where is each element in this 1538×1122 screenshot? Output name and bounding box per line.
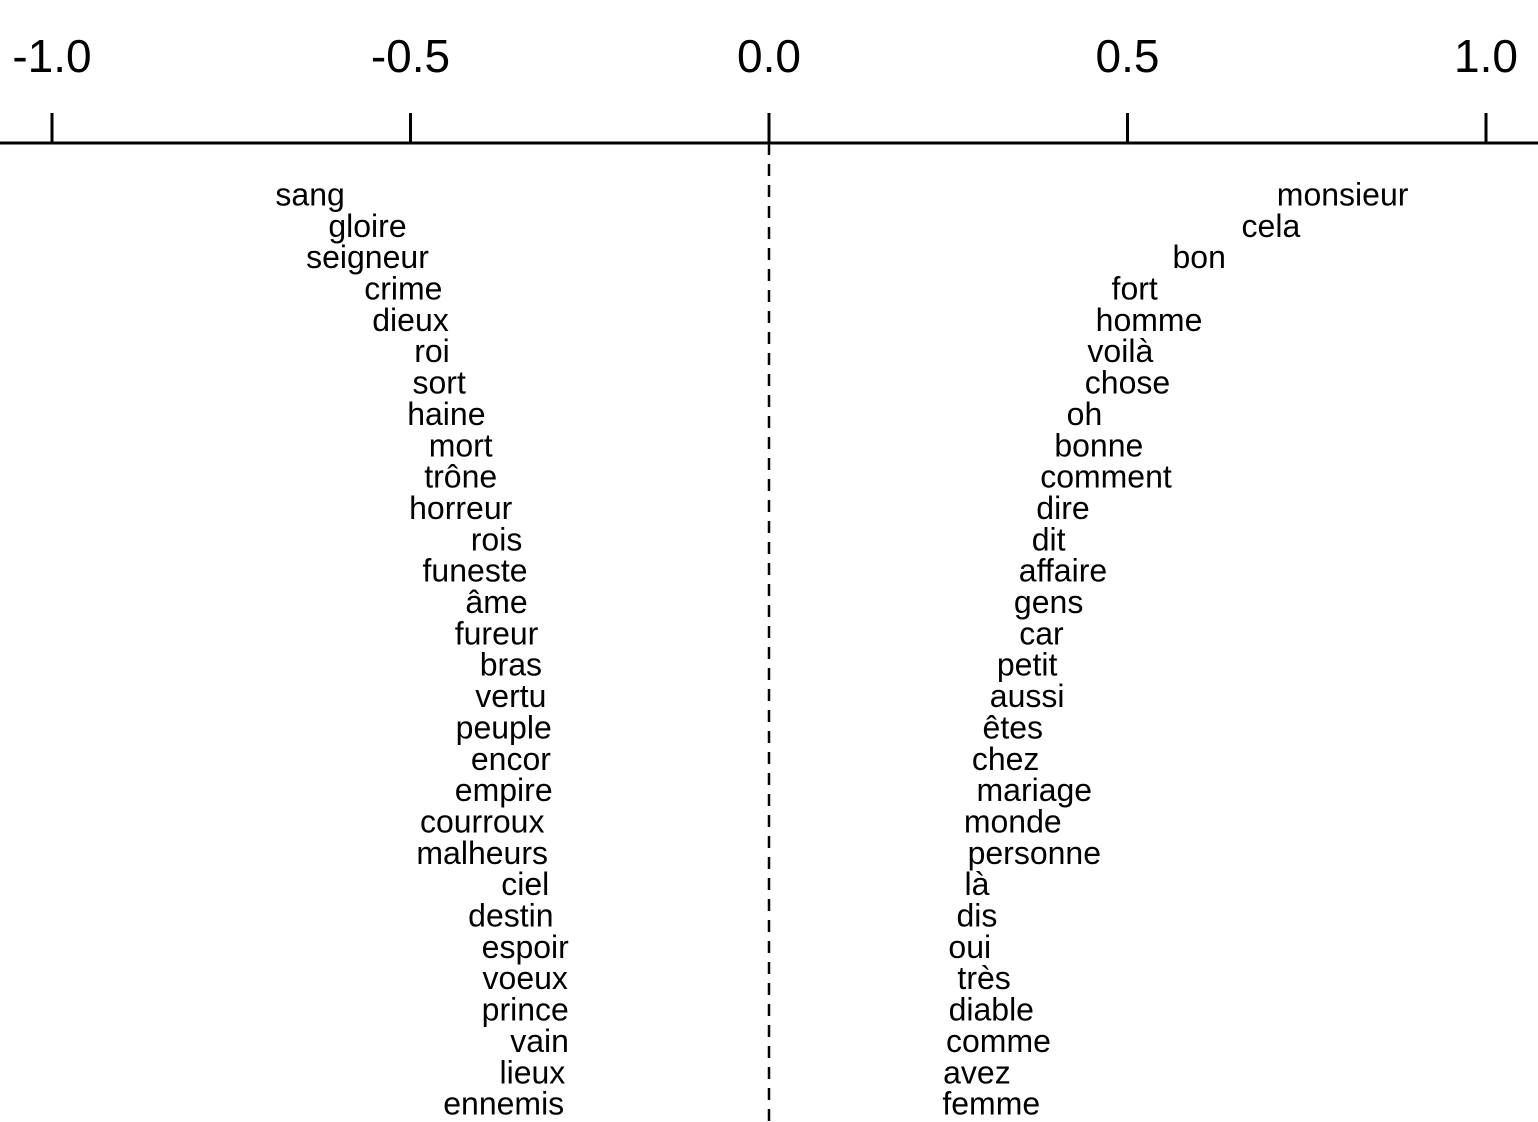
word-label: roi xyxy=(414,333,450,369)
word-label: comme xyxy=(946,1023,1051,1059)
word-label: âme xyxy=(465,584,527,620)
word-label: êtes xyxy=(983,709,1043,745)
word-label: là xyxy=(964,866,989,902)
word-label: fureur xyxy=(455,615,539,651)
word-label: gens xyxy=(1014,584,1083,620)
x-tick-label: 0.0 xyxy=(737,30,801,82)
word-label: bon xyxy=(1173,239,1226,275)
word-label: espoir xyxy=(482,929,570,965)
x-tick-label: -1.0 xyxy=(12,30,91,82)
x-tick-label: 1.0 xyxy=(1454,30,1518,82)
word-label: bonne xyxy=(1054,427,1143,463)
word-label: monde xyxy=(964,803,1062,839)
word-label: ennemis xyxy=(443,1086,564,1122)
word-label: affaire xyxy=(1019,553,1107,589)
word-label: rois xyxy=(471,521,523,557)
word-label: dieux xyxy=(372,302,449,338)
word-label: petit xyxy=(997,647,1058,683)
word-label: personne xyxy=(968,835,1101,871)
word-label: trône xyxy=(424,459,497,495)
word-labels: sanggloireseigneurcrimedieuxroisorthaine… xyxy=(275,176,1408,1121)
word-label: prince xyxy=(482,992,569,1028)
word-label: sort xyxy=(413,365,466,401)
word-label: destin xyxy=(468,898,553,934)
word-label: chose xyxy=(1085,365,1170,401)
word-label: gloire xyxy=(328,208,406,244)
word-label: vain xyxy=(510,1023,569,1059)
word-label: femme xyxy=(942,1086,1040,1122)
word-label: dire xyxy=(1036,490,1089,526)
word-label: très xyxy=(957,960,1010,996)
word-label: dis xyxy=(956,898,997,934)
word-label: diable xyxy=(949,992,1034,1028)
word-label: mort xyxy=(429,427,493,463)
x-axis-ticks xyxy=(50,113,1488,143)
word-label: sang xyxy=(275,176,344,212)
word-label: haine xyxy=(407,396,485,432)
x-tick-label: 0.5 xyxy=(1096,30,1160,82)
word-label: bras xyxy=(480,647,542,683)
word-label: fort xyxy=(1112,271,1158,307)
word-label: dit xyxy=(1032,521,1066,557)
word-label: lieux xyxy=(499,1054,565,1090)
word-label: avez xyxy=(943,1054,1011,1090)
word-label: voilà xyxy=(1087,333,1153,369)
word-label: car xyxy=(1019,615,1064,651)
word-label: chez xyxy=(972,741,1040,777)
word-label: funeste xyxy=(423,553,528,589)
x-axis-tick-labels: -1.0 -0.5 0.0 0.5 1.0 xyxy=(12,30,1518,82)
word-label: courroux xyxy=(420,803,545,839)
word-label: seigneur xyxy=(306,239,429,275)
word-label: aussi xyxy=(990,678,1065,714)
word-label: mariage xyxy=(976,772,1092,808)
word-label: malheurs xyxy=(416,835,548,871)
word-label: cela xyxy=(1242,208,1301,244)
word-label: oui xyxy=(948,929,991,965)
word-label: ciel xyxy=(501,866,549,902)
x-tick-label: -0.5 xyxy=(371,30,450,82)
word-label: voeux xyxy=(483,960,568,996)
word-label: peuple xyxy=(456,709,552,745)
word-label: homme xyxy=(1096,302,1203,338)
word-label: encor xyxy=(471,741,551,777)
word-label: vertu xyxy=(475,678,546,714)
word-label: empire xyxy=(455,772,553,808)
word-label: crime xyxy=(364,271,442,307)
word-label: oh xyxy=(1067,396,1103,432)
word-label: horreur xyxy=(409,490,513,526)
word-label: comment xyxy=(1040,459,1172,495)
word-label: monsieur xyxy=(1277,176,1409,212)
